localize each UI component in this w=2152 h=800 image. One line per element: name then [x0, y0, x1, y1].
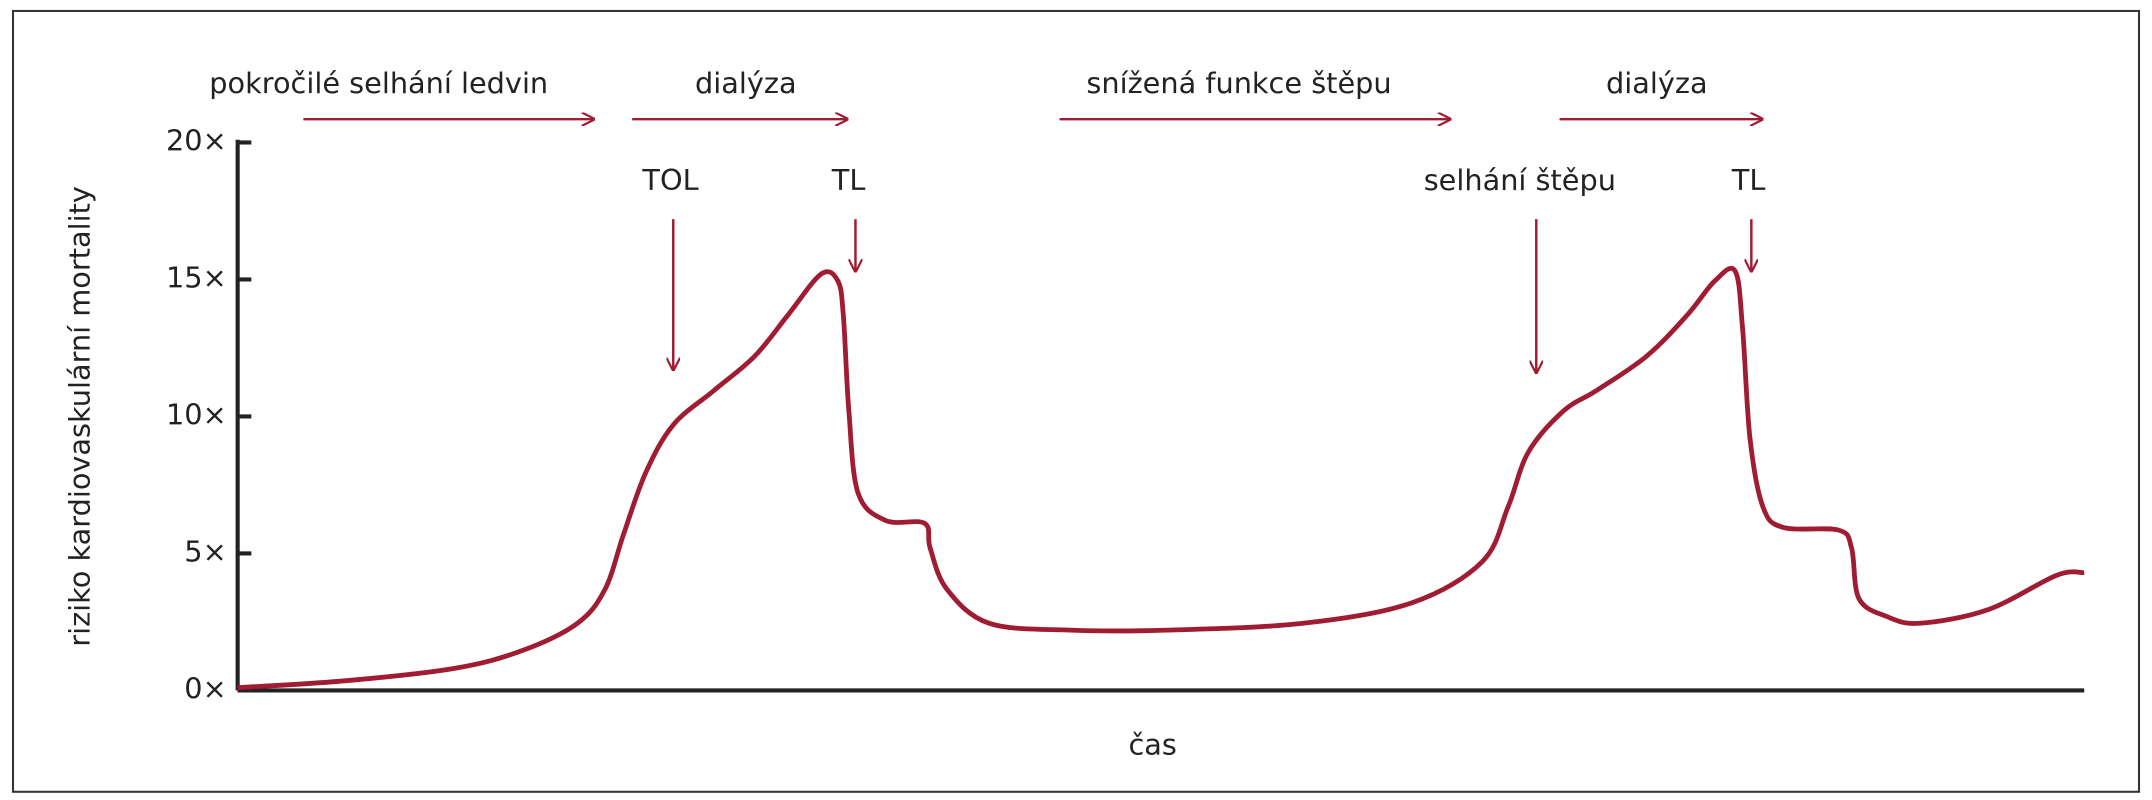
phase-label: pokročilé selhání ledvin: [209, 66, 548, 100]
phase-label: dialýza: [695, 66, 797, 100]
event-label: selhání štěpu: [1424, 163, 1616, 197]
phase-label: snížená funkce štěpu: [1086, 66, 1391, 100]
y-axis-label: riziko kardiovaskulární mortality: [62, 186, 96, 647]
phase-label: dialýza: [1606, 66, 1708, 100]
risk-line: [237, 265, 2085, 691]
y-tick-label: 20×: [166, 123, 227, 157]
y-tick-label: 5×: [184, 534, 226, 568]
frame: [11, 9, 2141, 793]
y-tick-label: 0×: [184, 671, 226, 705]
event-label: TL: [1731, 163, 1766, 197]
event-label: TL: [831, 163, 866, 197]
x-axis-label: čas: [1129, 728, 1177, 762]
event-label: TOL: [641, 163, 698, 197]
y-tick-label: 15×: [166, 260, 227, 294]
y-tick-label: 10×: [166, 397, 227, 431]
